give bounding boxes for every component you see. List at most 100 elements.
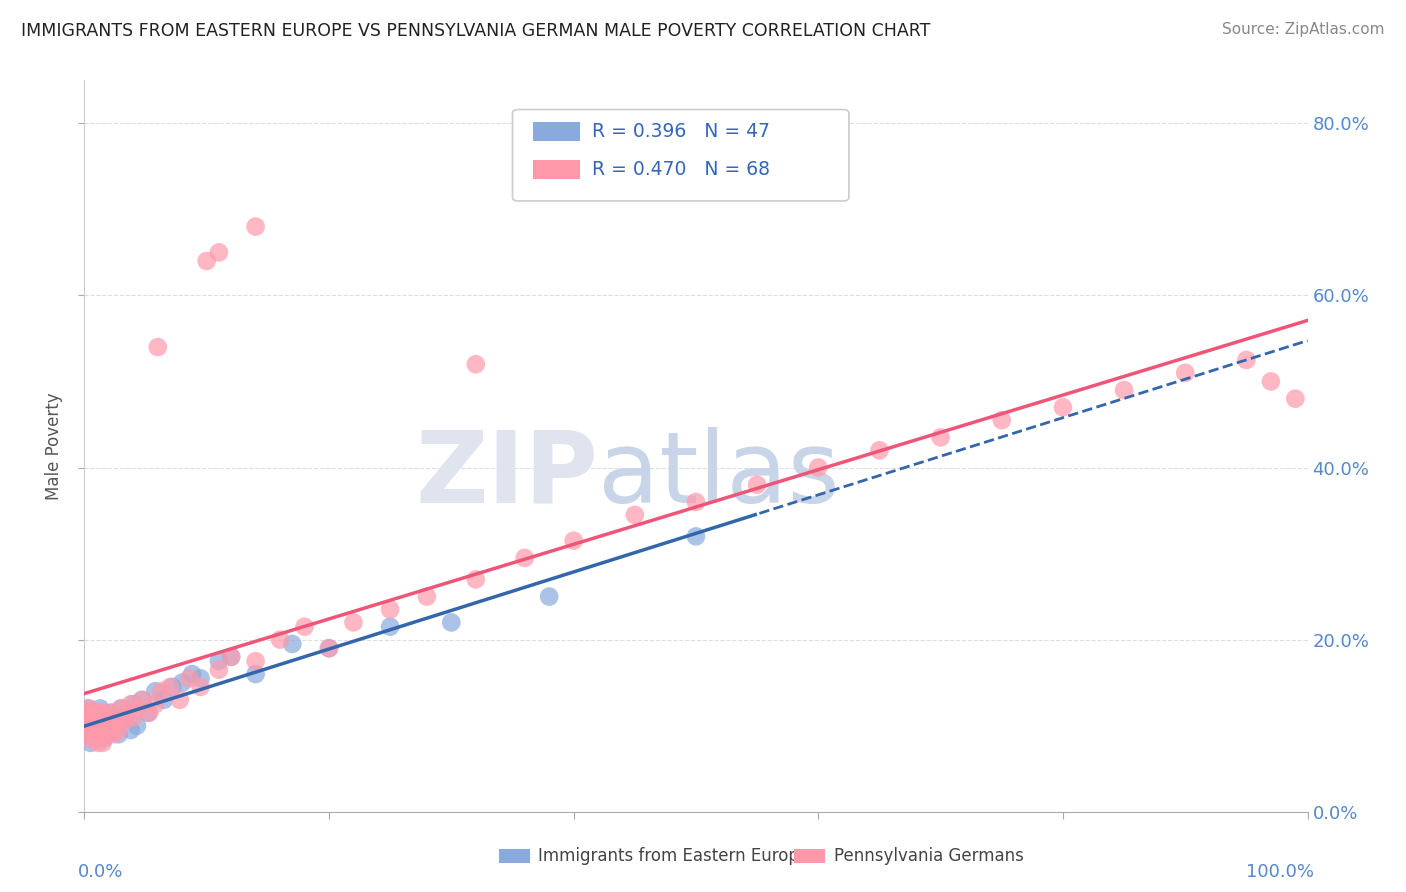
Point bbox=[245, 667, 267, 681]
Point bbox=[624, 508, 647, 522]
Point bbox=[120, 723, 142, 737]
Text: IMMIGRANTS FROM EASTERN EUROPE VS PENNSYLVANIA GERMAN MALE POVERTY CORRELATION C: IMMIGRANTS FROM EASTERN EUROPE VS PENNSY… bbox=[21, 22, 931, 40]
Point bbox=[125, 719, 148, 733]
Point bbox=[1236, 353, 1258, 368]
Point bbox=[110, 701, 132, 715]
Point bbox=[79, 736, 101, 750]
Point bbox=[269, 632, 291, 647]
Point bbox=[464, 357, 486, 371]
Point bbox=[869, 443, 891, 458]
Point bbox=[87, 727, 110, 741]
Text: 0.0%: 0.0% bbox=[79, 863, 124, 881]
Point bbox=[342, 615, 364, 630]
Point bbox=[1114, 383, 1136, 397]
Point bbox=[87, 736, 110, 750]
Point bbox=[190, 680, 212, 694]
Point bbox=[93, 731, 115, 746]
Point bbox=[91, 719, 114, 733]
Point bbox=[179, 671, 201, 685]
Point bbox=[90, 723, 112, 737]
Point bbox=[562, 533, 585, 548]
Point bbox=[87, 706, 110, 720]
Point bbox=[120, 697, 142, 711]
Point bbox=[538, 590, 561, 604]
Point bbox=[94, 723, 117, 737]
Text: atlas: atlas bbox=[598, 426, 839, 524]
Point bbox=[97, 714, 120, 729]
Bar bbox=[533, 122, 579, 141]
Point bbox=[97, 719, 120, 733]
Point bbox=[89, 701, 111, 715]
Point bbox=[86, 710, 108, 724]
Point bbox=[1284, 392, 1306, 406]
Text: Pennsylvania Germans: Pennsylvania Germans bbox=[834, 847, 1024, 865]
Point bbox=[79, 719, 101, 733]
Point bbox=[90, 727, 112, 741]
Point bbox=[464, 573, 486, 587]
Bar bbox=[499, 849, 530, 863]
Point bbox=[77, 701, 100, 715]
Point bbox=[219, 649, 242, 664]
Point bbox=[110, 701, 132, 715]
Point bbox=[82, 706, 104, 720]
Point bbox=[138, 706, 160, 720]
Point bbox=[114, 714, 136, 729]
Point bbox=[150, 684, 173, 698]
Point bbox=[79, 731, 101, 746]
Point bbox=[143, 697, 166, 711]
Point bbox=[84, 727, 107, 741]
Point bbox=[82, 723, 104, 737]
Point bbox=[513, 550, 536, 565]
Point bbox=[929, 430, 952, 444]
Point bbox=[86, 714, 108, 729]
Point bbox=[146, 340, 169, 354]
Point bbox=[87, 714, 110, 729]
Point bbox=[190, 671, 212, 685]
Point bbox=[208, 245, 231, 260]
Point bbox=[440, 615, 463, 630]
Point bbox=[1260, 375, 1282, 389]
Point bbox=[84, 723, 107, 737]
Point bbox=[127, 701, 149, 715]
Point bbox=[107, 727, 129, 741]
Point bbox=[76, 714, 98, 729]
Point bbox=[245, 654, 267, 668]
Point bbox=[1174, 366, 1197, 380]
Point bbox=[80, 710, 103, 724]
Bar bbox=[794, 849, 825, 863]
Point bbox=[122, 710, 145, 724]
Point bbox=[807, 460, 830, 475]
Point bbox=[159, 680, 181, 694]
Point bbox=[105, 714, 128, 729]
Point bbox=[75, 719, 97, 733]
Point bbox=[82, 706, 104, 720]
FancyBboxPatch shape bbox=[513, 110, 849, 201]
Point bbox=[93, 714, 115, 729]
Point bbox=[172, 675, 194, 690]
Point bbox=[104, 719, 127, 733]
Point bbox=[100, 706, 122, 720]
Point bbox=[80, 727, 103, 741]
Point bbox=[89, 719, 111, 733]
Point bbox=[153, 693, 176, 707]
Point bbox=[131, 693, 153, 707]
Point bbox=[115, 706, 138, 720]
Point bbox=[96, 710, 118, 724]
Point bbox=[416, 590, 439, 604]
Point bbox=[380, 602, 402, 616]
Point bbox=[96, 710, 118, 724]
Point bbox=[685, 495, 707, 509]
Point bbox=[294, 620, 316, 634]
Point bbox=[245, 219, 267, 234]
Point bbox=[76, 723, 98, 737]
Point bbox=[79, 710, 101, 724]
Point bbox=[380, 620, 402, 634]
Point bbox=[318, 641, 340, 656]
Point bbox=[112, 710, 135, 724]
Point bbox=[181, 667, 204, 681]
Point bbox=[77, 719, 100, 733]
Point bbox=[107, 723, 129, 737]
Point bbox=[169, 693, 191, 707]
Point bbox=[208, 654, 231, 668]
Text: 100.0%: 100.0% bbox=[1246, 863, 1313, 881]
